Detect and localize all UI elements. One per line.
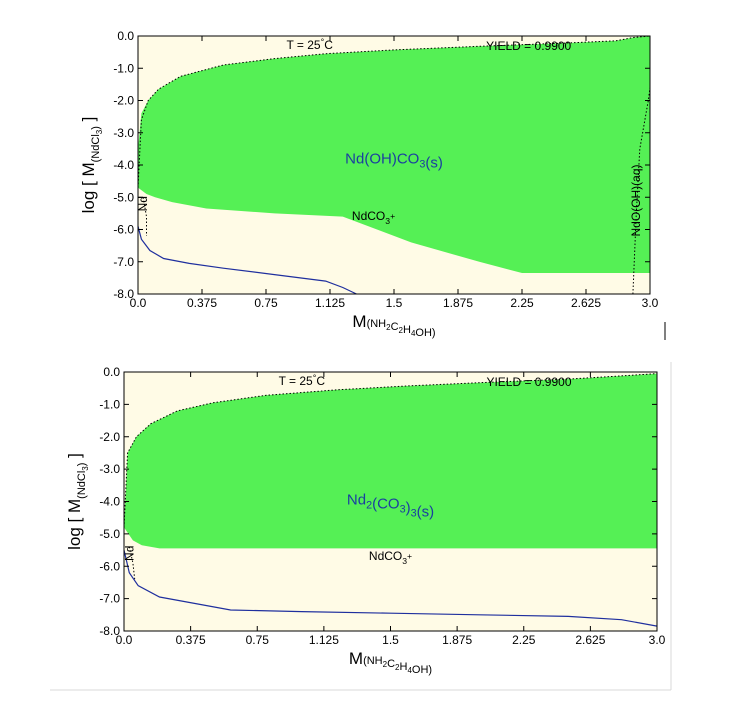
x-tick-label: 3.0 <box>642 296 659 310</box>
x-tick-label: 0.75 <box>246 633 270 647</box>
field-area-0 <box>138 36 650 273</box>
boundary-line <box>137 226 357 295</box>
x-tick-label: 0.375 <box>176 633 206 647</box>
x-tick-label: 1.875 <box>442 633 472 647</box>
y-tick-label: -4.0 <box>113 158 134 172</box>
x-tick-label: 0.0 <box>130 296 147 310</box>
x-tick-label: 2.625 <box>571 296 601 310</box>
yield-annotation: YIELD = 0.9900 <box>486 375 571 389</box>
y-tick-label: -4.0 <box>99 495 120 509</box>
x-tick-label: 2.25 <box>512 633 536 647</box>
region-label-nd: Nd <box>136 196 150 211</box>
x-tick-label: 2.25 <box>510 296 534 310</box>
y-tick-label: -5.0 <box>99 527 120 541</box>
y-tick-label: -7.0 <box>99 592 120 606</box>
yield-annotation: YIELD = 0.9900 <box>486 39 571 53</box>
x-axis-title: M(NH2C2H4OH) <box>349 649 432 676</box>
chart-bottom: 0.0 0.375 0.75 1.125 1.5 1.875 2.25 2.625 3.0 0.0… <box>65 365 666 676</box>
boundary-line <box>123 549 658 627</box>
dotted-boundary-0 <box>123 373 658 528</box>
y-tick-label: -3.0 <box>113 126 134 140</box>
x-tick-label: 1.5 <box>386 296 403 310</box>
x-tick-label: 1.125 <box>315 296 345 310</box>
x-tick-label: 1.125 <box>309 633 339 647</box>
x-tick-label: 2.625 <box>575 633 605 647</box>
x-tick-label: 1.5 <box>382 633 399 647</box>
dotted-boundary-2 <box>632 87 651 295</box>
y-tick-label: 0.0 <box>117 29 134 43</box>
y-tick-label: -8.0 <box>113 287 134 301</box>
region-label-nd: Nd <box>122 546 136 561</box>
y-tick-label: -8.0 <box>99 624 120 638</box>
region-label-ndco3: NdCO3+ <box>369 549 412 566</box>
y-tick-label: -1.0 <box>99 397 120 411</box>
dotted-boundary-1 <box>142 197 147 236</box>
temperature-annotation: T = 25°C <box>286 37 333 52</box>
temperature-annotation: T = 25°C <box>279 373 326 388</box>
y-tick-label: -5.0 <box>113 190 134 204</box>
y-tick-label: -3.0 <box>99 462 120 476</box>
x-tick-label: 0.0 <box>116 633 133 647</box>
y-tick-label: -2.0 <box>113 94 134 108</box>
field-label: Nd2(CO3)3(s) <box>347 492 434 521</box>
x-tick-label: 3.0 <box>649 633 666 647</box>
chart-top: 0.0 0.375 0.75 1.125 1.5 1.875 2.25 2.625 3.0 0.0… <box>79 29 659 339</box>
y-axis-title: log [ M(NdCl3) ] <box>65 453 90 550</box>
y-axis-title: log [ M(NdCl3) ] <box>79 117 104 214</box>
y-tick-label: 0.0 <box>103 365 120 379</box>
field-label: Nd(OH)CO3(s) <box>345 150 443 171</box>
y-tick-label: -6.0 <box>113 223 134 237</box>
x-tick-label: 1.875 <box>443 296 473 310</box>
x-tick-label: 0.375 <box>187 296 217 310</box>
x-tick-label: 0.75 <box>254 296 278 310</box>
y-tick-label: -6.0 <box>99 559 120 573</box>
y-tick-label: -2.0 <box>99 430 120 444</box>
region-label-ndo-oh-aq: NdO(OH)(aq) <box>629 164 643 236</box>
field-area-0 <box>124 373 657 549</box>
region-label-ndco3: NdCO3+ <box>352 209 395 226</box>
y-tick-label: -1.0 <box>113 61 134 75</box>
y-tick-label: -7.0 <box>113 255 134 269</box>
x-axis-title: M(NH2C2H4OH) <box>352 312 435 339</box>
